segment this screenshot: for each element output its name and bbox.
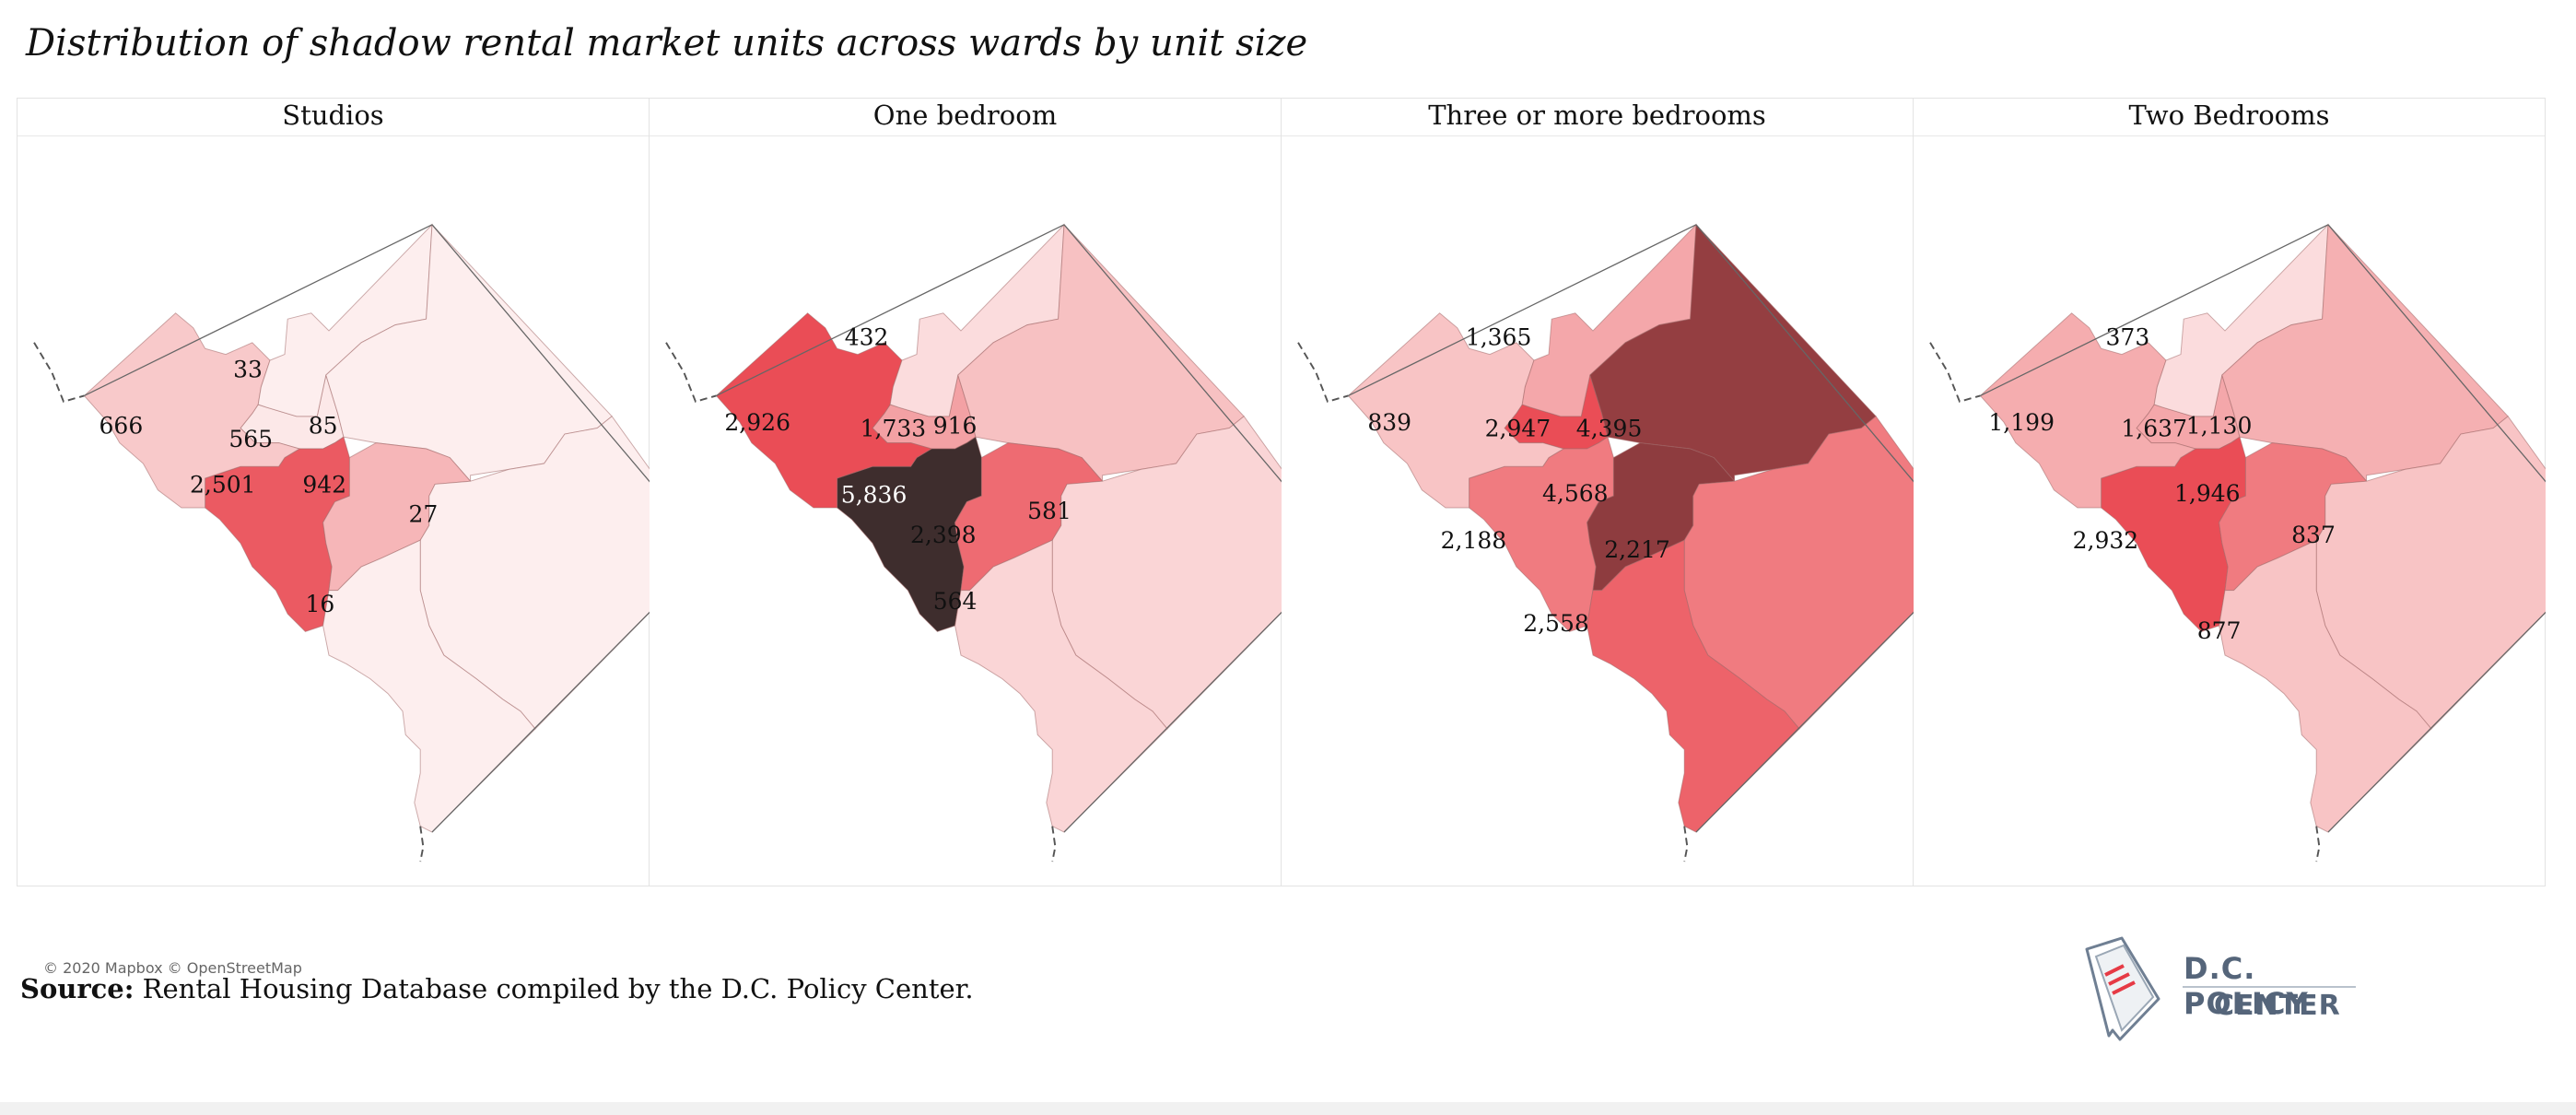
ward-1-value-label: 2,947 xyxy=(1485,416,1551,442)
ward-7-value-label: 2,217 xyxy=(1604,536,1670,563)
source-text: Rental Housing Database compiled by the … xyxy=(134,973,974,1004)
ward-1-value-label: 565 xyxy=(228,426,273,452)
ward-3-value-label: 839 xyxy=(1367,409,1411,436)
river-boundary xyxy=(33,342,425,863)
ward-map: 1,637 2,932 1,199 373 1,130 1,946 837 877 xyxy=(1929,223,2546,863)
ward-6-value-label: 942 xyxy=(302,471,346,498)
ward-map: 1,733 5,836 2,926 432 916 2,398 581 564 xyxy=(665,223,1282,863)
ward-3-value-label: 666 xyxy=(100,412,144,439)
ward-2-value-label: 2,188 xyxy=(1441,527,1507,554)
ward-6-value-label: 1,946 xyxy=(2174,480,2241,507)
district-boundary xyxy=(1348,224,1914,833)
district-boundary xyxy=(1980,224,2546,833)
ward-4-value-label: 432 xyxy=(845,323,889,350)
ward-6-value-label: 2,398 xyxy=(910,522,977,548)
panel-three-or-more-bedrooms: Three or more bedrooms 2,947 2,188 839 1,36… xyxy=(1282,99,1914,886)
ward-2-value-label: 2,501 xyxy=(190,471,256,498)
panel-one-bedroom: One bedroom 1,733 5,836 2,926 432 916 2,398 58… xyxy=(650,99,1282,886)
ward-map: 2,947 2,188 839 1,365 4,395 4,568 2,217 2,558 xyxy=(1297,223,1914,863)
ward-3-region[interactable] xyxy=(83,312,301,509)
ward-8-value-label: 877 xyxy=(2197,617,2242,644)
ward-1-value-label: 1,637 xyxy=(2121,416,2187,442)
ward-8-value-label: 564 xyxy=(933,588,978,615)
logo-text-line2: CENTER xyxy=(2214,990,2341,1022)
district-boundary xyxy=(716,224,1282,833)
panel-title: Three or more bedrooms xyxy=(1282,99,1913,136)
ward-4-value-label: 373 xyxy=(2106,323,2150,350)
ward-3-region[interactable] xyxy=(1979,312,2197,509)
map-title: Distribution of shadow rental market uni… xyxy=(26,22,1308,65)
ward-8-value-label: 16 xyxy=(305,591,334,617)
ward-7-value-label: 581 xyxy=(1027,498,1071,524)
ward-5-value-label: 916 xyxy=(933,412,978,439)
ward-3-value-label: 1,199 xyxy=(1988,409,2055,436)
district-boundary xyxy=(84,224,650,833)
small-multiples-maps: Studios 565 2,501 666 33 85 942 27 16 © 2020 Ma… xyxy=(17,98,2546,977)
ward-5-value-label: 85 xyxy=(309,412,338,439)
ward-7-value-label: 27 xyxy=(408,500,438,527)
ward-3-value-label: 2,926 xyxy=(724,409,790,436)
panel-title: Studios xyxy=(18,99,649,136)
bottom-toolbar-strip xyxy=(0,1102,2576,1115)
logo-divider xyxy=(2183,986,2356,988)
river-boundary xyxy=(665,342,1057,863)
river-boundary xyxy=(1929,342,2321,863)
ward-map: 565 2,501 666 33 85 942 27 16 xyxy=(33,223,650,863)
logo-text-line1: D.C. POLICY xyxy=(2184,951,2309,1021)
ward-1-value-label: 1,733 xyxy=(861,416,927,442)
panel-two-bedrooms: Two Bedrooms 1,637 2,932 1,199 373 1,130 1,94… xyxy=(1914,99,2546,886)
dc-map-document-icon xyxy=(2085,936,2160,1041)
panel-title: One bedroom xyxy=(650,99,1281,136)
ward-4-value-label: 33 xyxy=(233,357,263,383)
panel-title: Two Bedrooms xyxy=(1914,99,2545,136)
river-boundary xyxy=(1297,342,1689,863)
ward-2-value-label: 5,836 xyxy=(841,482,907,509)
source-label: Source: xyxy=(20,973,135,1004)
ward-3-region[interactable] xyxy=(715,312,933,509)
ward-6-value-label: 4,568 xyxy=(1542,480,1609,507)
ward-4-value-label: 1,365 xyxy=(1466,323,1532,350)
dc-policy-center-logo[interactable]: D.C. POLICY CENTER xyxy=(2068,933,2372,1050)
ward-2-value-label: 2,932 xyxy=(2073,527,2139,554)
ward-8-value-label: 2,558 xyxy=(1523,610,1589,637)
ward-5-value-label: 1,130 xyxy=(2186,412,2253,439)
ward-5-value-label: 4,395 xyxy=(1576,416,1643,442)
ward-7-value-label: 837 xyxy=(2291,522,2336,548)
panel-studios: Studios 565 2,501 666 33 85 942 27 16 © 2020 Ma… xyxy=(18,99,650,977)
ward-3-region[interactable] xyxy=(1347,312,1565,509)
map-attribution[interactable]: © 2020 Mapbox © OpenStreetMap xyxy=(43,959,302,977)
source-note: Source: Rental Housing Database compiled… xyxy=(20,973,974,1004)
